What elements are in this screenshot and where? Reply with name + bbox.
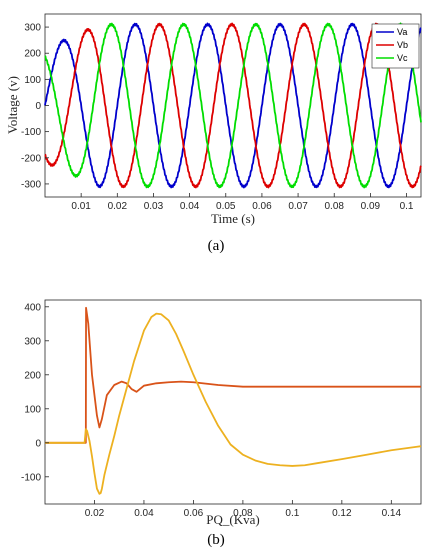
y-tick-label: -100	[21, 472, 41, 483]
x-tick-label: 0.06	[252, 201, 272, 212]
x-ticks-a: 0.01 0.02 0.03 0.04 0.05 0.06 0.07 0.08 0.09 0.1	[71, 193, 414, 212]
x-tick-label: 0.04	[134, 508, 154, 519]
y-tick-label: -300	[21, 179, 41, 190]
series-line-b-0	[45, 306, 421, 444]
x-tick-label: 0.12	[332, 508, 352, 519]
y-ticks-b: 400 300 200 100 0 -100	[21, 302, 49, 483]
x-tick-label: 0.06	[184, 508, 204, 519]
x-axis-label-b: PQ_(Kva)	[206, 512, 259, 527]
x-tick-label: 0.08	[233, 508, 253, 519]
series-line-va	[44, 22, 422, 189]
y-axis-label-a: Voltage (v)	[5, 76, 20, 134]
y-tick-label: 300	[24, 23, 41, 34]
x-tick-label: 0.05	[216, 201, 236, 212]
x-tick-label: 0.14	[382, 508, 402, 519]
y-tick-label: 0	[35, 438, 41, 449]
y-tick-label: -100	[21, 127, 41, 138]
y-tick-label: 200	[24, 370, 41, 381]
chart-a-voltage: 0.01 0.02 0.03 0.04 0.05 0.06 0.07 0.08 0.09 0.1 …	[5, 13, 422, 254]
x-tick-label: 0.02	[108, 201, 128, 212]
x-tick-label: 0.04	[180, 201, 200, 212]
legend-label-vc: Vc	[397, 53, 408, 63]
x-tick-label: 0.07	[288, 201, 308, 212]
y-tick-label: 100	[24, 75, 41, 86]
x-tick-label: 0.02	[85, 508, 105, 519]
series-lines-b	[45, 306, 422, 495]
y-tick-label: 300	[24, 336, 41, 347]
y-tick-label: 400	[24, 302, 41, 313]
legend-label-vb: Vb	[397, 40, 408, 50]
series-line-vc	[44, 22, 422, 189]
legend-label-va: Va	[397, 27, 407, 37]
x-axis-label-a: Time (s)	[211, 211, 255, 226]
x-tick-label: 0.08	[324, 201, 344, 212]
series-line-vb	[44, 22, 422, 189]
caption-a: (a)	[208, 238, 225, 254]
y-tick-label: 0	[35, 101, 41, 112]
plot-area-a	[44, 13, 422, 198]
chart-b-pq: 0.02 0.04 0.06 0.08 0.1 0.12 0.14 400 300 200 100…	[21, 299, 422, 548]
y-tick-label: 100	[24, 404, 41, 415]
x-tick-label: 0.1	[400, 201, 414, 212]
caption-b: (b)	[207, 532, 225, 548]
x-tick-label: 0.1	[285, 508, 299, 519]
x-ticks-b: 0.02 0.04 0.06 0.08 0.1 0.12 0.14	[85, 500, 402, 519]
x-tick-label: 0.09	[361, 201, 381, 212]
series-line-b-1	[45, 312, 422, 495]
plot-area-b	[44, 299, 422, 505]
x-tick-label: 0.03	[144, 201, 164, 212]
legend-box-a	[371, 23, 420, 69]
y-ticks-a: 300 200 100 0 -100 -200 -300	[21, 23, 49, 190]
series-lines-a	[44, 22, 422, 189]
legend-a: Va Vb Vc	[371, 23, 420, 69]
y-tick-label: 200	[24, 49, 41, 60]
x-tick-label: 0.01	[71, 201, 91, 212]
y-tick-label: -200	[21, 153, 41, 164]
